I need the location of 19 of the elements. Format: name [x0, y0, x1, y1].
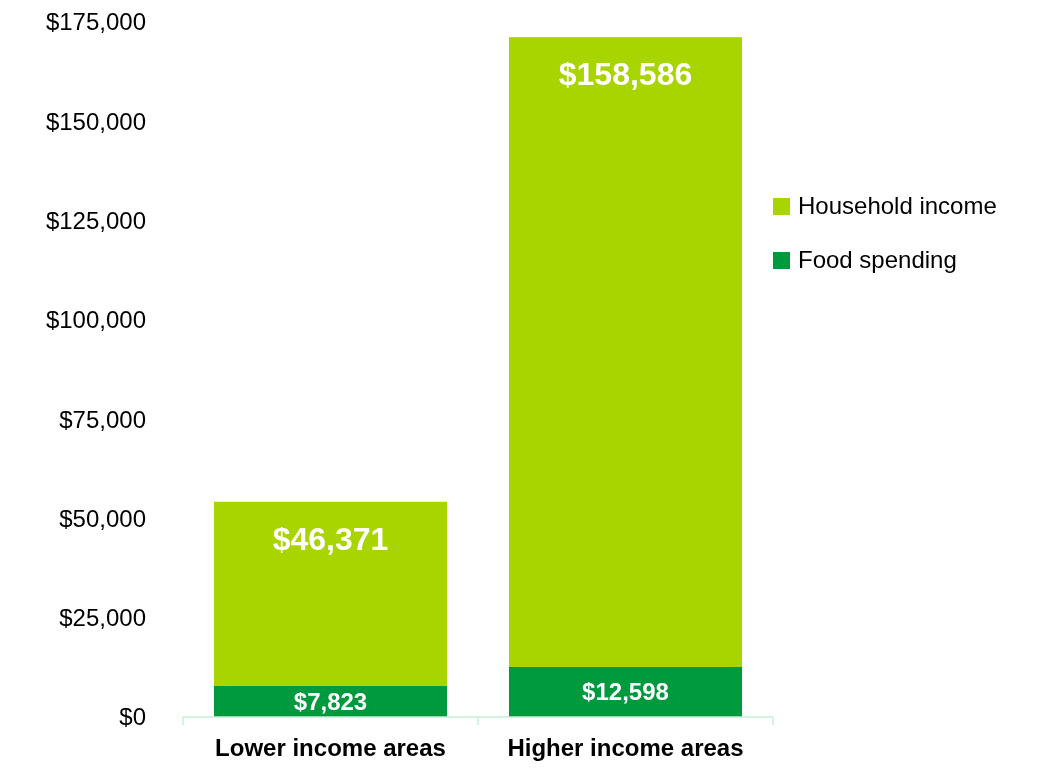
- legend-label: Food spending: [798, 246, 957, 274]
- y-tick-label: $175,000: [45, 8, 146, 36]
- bar: [213, 501, 448, 686]
- legend-label: Household income: [798, 192, 997, 220]
- y-tick-label: $25,000: [59, 604, 146, 632]
- bar: [508, 666, 743, 717]
- bar: [508, 37, 743, 667]
- data-label: $46,371: [272, 520, 389, 557]
- y-tick-label: $0: [119, 703, 146, 731]
- y-tick-label: $50,000: [59, 504, 146, 532]
- x-tick-label: Higher income areas: [507, 734, 744, 761]
- x-tick-label: Lower income areas: [215, 734, 446, 761]
- data-label: $12,598: [582, 678, 669, 706]
- data-label: $158,586: [558, 56, 693, 93]
- y-tick-label: $100,000: [45, 306, 146, 334]
- y-tick-label: $75,000: [59, 405, 146, 433]
- y-tick-label: $150,000: [45, 107, 146, 135]
- y-tick-label: $125,000: [45, 206, 146, 234]
- data-label: $7,823: [293, 687, 368, 715]
